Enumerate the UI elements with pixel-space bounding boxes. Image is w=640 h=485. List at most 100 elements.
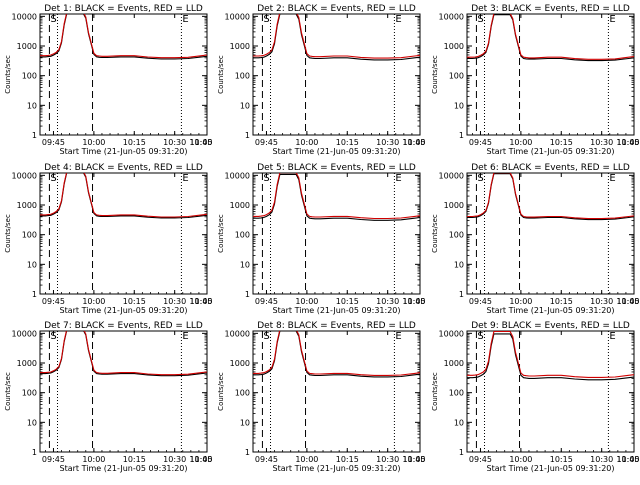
- y-tick-label: 100: [235, 231, 250, 240]
- x-axis-label: Start Time (21-Jun-05 09:31:20): [273, 147, 401, 156]
- y-tick-label: 10: [454, 101, 464, 110]
- x-tick-label: 10:00: [82, 297, 105, 306]
- x-tick-label: 10:15: [123, 297, 146, 306]
- y-tick-label: 10: [27, 260, 37, 269]
- series-line-events: [40, 14, 207, 60]
- y-axis-label: Counts/sec: [217, 55, 225, 94]
- panel: Det 3: BLACK = Events, RED = LLD Counts/s…: [431, 4, 640, 156]
- panel-title: Det 9: BLACK = Events, RED = LLD: [471, 321, 630, 331]
- x-tick-label: 09:45: [42, 455, 65, 464]
- x-tick-label: 10:15: [336, 138, 359, 147]
- panel-title: Det 1: BLACK = Events, RED = LLD: [44, 4, 203, 14]
- panel: Det 2: BLACK = Events, RED = LLD Counts/s…: [217, 4, 426, 156]
- x-tick-label: 10:45: [402, 455, 425, 464]
- series-line-events: [253, 14, 420, 61]
- x-tick-label: 10:30: [590, 297, 613, 306]
- x-tick-label: 09:45: [255, 138, 278, 147]
- y-tick-label: 1000: [230, 359, 250, 368]
- y-tick-label: 1000: [444, 201, 464, 210]
- panel: Det 9: BLACK = Events, RED = LLD Counts/s…: [431, 321, 640, 473]
- marker-label: E: [609, 173, 615, 184]
- series-line-events: [253, 331, 420, 378]
- y-tick-label: 1: [459, 131, 464, 140]
- plot-frame: [252, 330, 421, 453]
- series-line-lld: [467, 14, 634, 60]
- x-tick-label: 10:30: [376, 297, 399, 306]
- plot-frame: [252, 13, 421, 136]
- marker-label: S: [263, 14, 269, 25]
- x-tick-label: 10:15: [123, 455, 146, 464]
- series-line-events: [40, 331, 207, 377]
- marker-label: S: [477, 173, 483, 184]
- y-axis-label: Counts/sec: [431, 214, 439, 253]
- x-tick-label: 10:15: [336, 297, 359, 306]
- marker-label: S: [263, 331, 269, 342]
- y-tick-label: 10000: [12, 171, 37, 180]
- x-axis-label: Start Time (21-Jun-05 09:31:20): [60, 147, 188, 156]
- x-tick-label: 10:15: [550, 297, 573, 306]
- x-tick-label: 10:45: [616, 138, 639, 147]
- y-tick-label: 1000: [17, 42, 37, 51]
- x-tick-label: 09:45: [255, 455, 278, 464]
- panel: Det 8: BLACK = Events, RED = LLD Counts/s…: [217, 321, 426, 473]
- marker-label: S: [50, 173, 56, 184]
- panel: Det 5: BLACK = Events, RED = LLD Counts/s…: [217, 163, 426, 315]
- panel-title: Det 4: BLACK = Events, RED = LLD: [44, 163, 203, 173]
- x-tick-label: 10:45: [402, 297, 425, 306]
- x-tick-label: 10:45: [616, 455, 639, 464]
- y-tick-label: 10: [454, 418, 464, 427]
- y-tick-label: 100: [22, 389, 37, 398]
- x-tick-label: 10:30: [163, 297, 186, 306]
- x-tick-label: 11:00: [189, 297, 212, 306]
- x-axis-label: Start Time (21-Jun-05 09:31:20): [273, 464, 401, 473]
- x-tick-label: 10:15: [550, 455, 573, 464]
- marker-label: S: [263, 173, 269, 184]
- x-tick-label: 10:45: [189, 455, 212, 464]
- y-tick-label: 10000: [439, 12, 464, 21]
- x-tick-label: 11:00: [402, 138, 425, 147]
- marker-label: S: [477, 331, 483, 342]
- y-tick-label: 1: [459, 290, 464, 299]
- y-tick-label: 100: [22, 72, 37, 81]
- x-tick-label: 11:00: [616, 297, 639, 306]
- panel: Det 1: BLACK = Events, RED = LLD Counts/s…: [4, 4, 213, 156]
- panel-title: Det 5: BLACK = Events, RED = LLD: [257, 163, 416, 173]
- series-line-lld: [253, 14, 420, 59]
- series-line-events: [253, 173, 420, 221]
- marker-label: E: [395, 173, 401, 184]
- y-axis-label: Counts/sec: [217, 372, 225, 411]
- y-tick-label: 10000: [225, 329, 250, 338]
- x-tick-label: 10:00: [295, 455, 318, 464]
- y-tick-label: 10000: [12, 12, 37, 21]
- x-tick-label: 09:45: [469, 138, 492, 147]
- x-axis-label: Start Time (21-Jun-05 09:31:20): [487, 147, 615, 156]
- x-tick-label: 10:45: [189, 297, 212, 306]
- x-tick-label: 09:45: [469, 297, 492, 306]
- x-axis-label: Start Time (21-Jun-05 09:31:20): [60, 464, 188, 473]
- y-tick-label: 100: [235, 389, 250, 398]
- series-line-lld: [40, 331, 207, 376]
- y-tick-label: 10000: [12, 329, 37, 338]
- y-tick-label: 10: [27, 101, 37, 110]
- plot-frame: [39, 330, 208, 453]
- y-tick-label: 10000: [225, 171, 250, 180]
- x-tick-label: 10:30: [590, 138, 613, 147]
- y-tick-label: 1000: [230, 42, 250, 51]
- x-tick-label: 10:15: [336, 455, 359, 464]
- marker-label: E: [182, 14, 188, 25]
- x-tick-label: 10:00: [295, 297, 318, 306]
- panel-title: Det 6: BLACK = Events, RED = LLD: [471, 163, 630, 173]
- x-tick-label: 10:30: [163, 138, 186, 147]
- marker-label: E: [395, 14, 401, 25]
- y-tick-label: 10: [454, 260, 464, 269]
- x-tick-label: 10:45: [616, 297, 639, 306]
- series-line-events: [40, 173, 207, 219]
- y-axis-label: Counts/sec: [431, 55, 439, 94]
- y-tick-label: 10: [240, 101, 250, 110]
- x-tick-label: 10:00: [509, 138, 532, 147]
- marker-label: E: [182, 331, 188, 342]
- x-tick-label: 10:00: [509, 297, 532, 306]
- y-tick-label: 1: [459, 448, 464, 457]
